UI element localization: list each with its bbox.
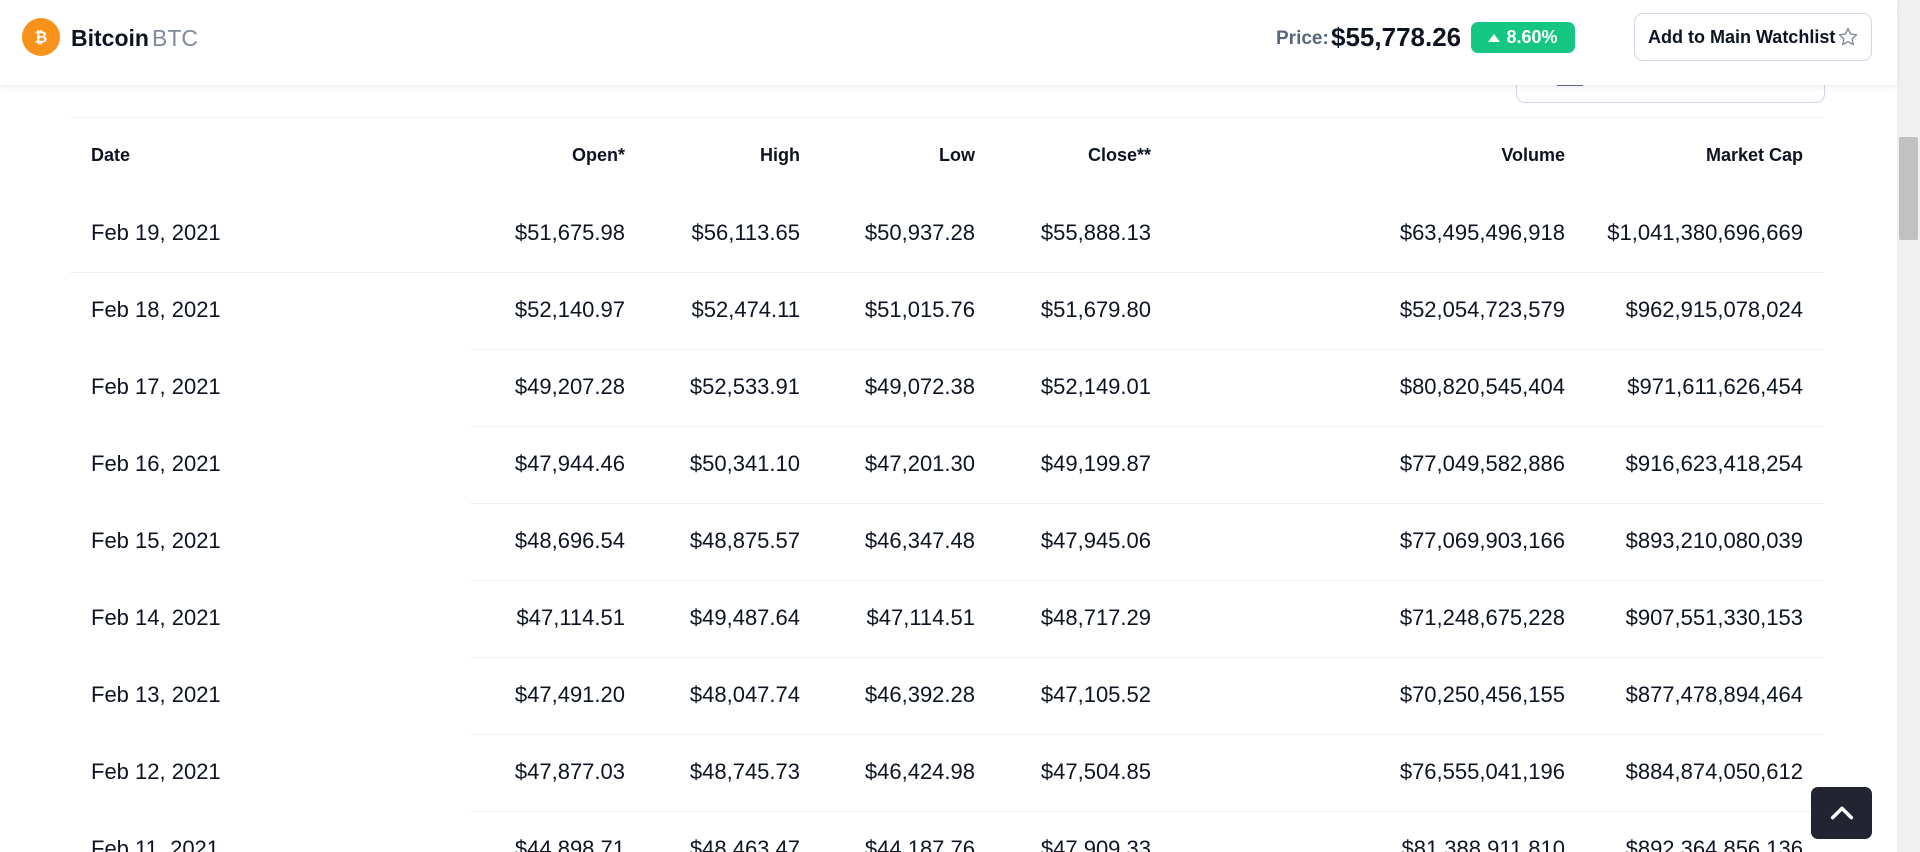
- column-header-open[interactable]: Open*: [571, 145, 625, 165]
- add-to-watchlist-button[interactable]: Add to Main Watchlist: [1634, 13, 1872, 61]
- coin-header: ₿ Bitcoin BTC Price: $55,778.26 8.60% Ad…: [0, 0, 1897, 85]
- row-divider: [470, 811, 1825, 812]
- cell-high: $48,745.73: [689, 759, 800, 784]
- cell-open: $48,696.54: [514, 528, 625, 553]
- coin-symbol: BTC: [152, 25, 198, 51]
- cell-high: $56,113.65: [691, 220, 800, 245]
- column-header-high[interactable]: High: [760, 145, 800, 165]
- cell-open: $51,675.98: [514, 220, 625, 245]
- cell-volume: $77,069,903,166: [1399, 528, 1565, 553]
- cell-close: $49,199.87: [1040, 451, 1151, 476]
- chevron-up-icon: [1830, 806, 1853, 820]
- cell-low: $50,937.28: [864, 220, 975, 245]
- price-value: $55,778.26: [1331, 22, 1462, 52]
- cell-volume: $80,820,545,404: [1399, 374, 1565, 399]
- caret-up-icon: [1488, 33, 1501, 42]
- cell-volume: $76,555,041,196: [1399, 759, 1565, 784]
- row-divider: [470, 349, 1825, 350]
- cell-open: $47,491.20: [514, 682, 625, 707]
- cell-date: Feb 12, 2021: [91, 759, 221, 784]
- back-to-top-button[interactable]: [1811, 787, 1872, 839]
- svg-text:₿: ₿: [35, 29, 48, 47]
- star-outline-icon: [1838, 27, 1858, 46]
- cell-open: $44,898.71: [514, 836, 625, 852]
- coin-name: Bitcoin: [71, 25, 149, 51]
- cell-market-cap: $971,611,626,454: [1627, 374, 1803, 399]
- cell-date: Feb 16, 2021: [91, 451, 221, 476]
- cell-date: Feb 17, 2021: [91, 374, 221, 399]
- watchlist-button-label: Add to Main Watchlist: [1648, 26, 1836, 47]
- cell-high: $52,533.91: [689, 374, 800, 399]
- cell-date: Feb 11, 2021: [91, 836, 220, 852]
- column-header-low[interactable]: Low: [939, 145, 975, 165]
- cell-high: $52,474.11: [691, 297, 800, 322]
- cell-open: $52,140.97: [514, 297, 625, 322]
- cell-volume: $77,049,582,886: [1399, 451, 1565, 476]
- cell-low: $47,114.51: [866, 605, 975, 630]
- cell-close: $47,504.85: [1040, 759, 1151, 784]
- cell-market-cap: $892,364,856,136: [1625, 836, 1803, 852]
- row-divider: [470, 734, 1825, 735]
- cell-market-cap: $907,551,330,153: [1625, 605, 1803, 630]
- row-divider: [470, 657, 1825, 658]
- column-header-date[interactable]: Date: [91, 145, 131, 165]
- cell-date: Feb 18, 2021: [91, 297, 221, 322]
- row-divider: [470, 503, 1825, 504]
- cell-market-cap: $916,623,418,254: [1625, 451, 1803, 476]
- column-header-volume[interactable]: Volume: [1501, 145, 1565, 165]
- cell-open: $47,944.46: [514, 451, 625, 476]
- cell-open: $49,207.28: [514, 374, 625, 399]
- cell-low: $46,424.98: [864, 759, 975, 784]
- cell-close: $48,717.29: [1040, 605, 1151, 630]
- price-change-badge: 8.60%: [1471, 22, 1575, 53]
- cell-open: $47,114.51: [516, 605, 625, 630]
- cell-market-cap: $884,874,050,612: [1625, 759, 1803, 784]
- scrollbar-track[interactable]: [1897, 0, 1920, 852]
- cell-close: $47,945.06: [1040, 528, 1151, 553]
- cell-close: $55,888.13: [1040, 220, 1151, 245]
- cell-volume: $71,248,675,228: [1399, 605, 1565, 630]
- cell-high: $50,341.10: [689, 451, 800, 476]
- cell-market-cap: $893,210,080,039: [1625, 528, 1803, 553]
- cell-market-cap: $962,915,078,024: [1625, 297, 1803, 322]
- cell-low: $46,347.48: [864, 528, 975, 553]
- row-divider: [470, 580, 1825, 581]
- cell-market-cap: $877,478,894,464: [1625, 682, 1803, 707]
- cell-volume: $63,495,496,918: [1399, 220, 1565, 245]
- cell-close: $52,149.01: [1040, 374, 1151, 399]
- cell-high: $48,875.57: [689, 528, 800, 553]
- row-divider: [70, 272, 1825, 273]
- cell-date: Feb 13, 2021: [91, 682, 221, 707]
- row-divider: [470, 426, 1825, 427]
- cell-low: $46,392.28: [864, 682, 975, 707]
- cell-date: Feb 14, 2021: [91, 605, 221, 630]
- price-label: Price:: [1276, 28, 1329, 49]
- price-change-value: 8.60%: [1506, 27, 1558, 47]
- cell-volume: $52,054,723,579: [1399, 297, 1565, 322]
- column-header-close[interactable]: Close**: [1087, 145, 1151, 165]
- cell-date: Feb 15, 2021: [91, 528, 221, 553]
- cell-high: $49,487.64: [689, 605, 800, 630]
- cell-close: $47,105.52: [1040, 682, 1151, 707]
- cell-volume: $70,250,456,155: [1399, 682, 1565, 707]
- cell-low: $49,072.38: [864, 374, 975, 399]
- bitcoin-logo-icon: ₿: [22, 18, 60, 56]
- table-divider: [70, 117, 1825, 118]
- cell-low: $44,187.76: [864, 836, 975, 852]
- cell-date: Feb 19, 2021: [91, 220, 221, 245]
- cell-low: $51,015.76: [864, 297, 975, 322]
- cell-market-cap: $1,041,380,696,669: [1607, 220, 1803, 245]
- cell-open: $47,877.03: [514, 759, 625, 784]
- column-header-market-cap[interactable]: Market Cap: [1705, 145, 1803, 165]
- scrollbar-thumb[interactable]: [1899, 137, 1918, 240]
- cell-volume: $81,388,911,810: [1401, 836, 1565, 852]
- cell-close: $47,909.33: [1040, 836, 1151, 852]
- cell-high: $48,047.74: [689, 682, 800, 707]
- cell-high: $48,463.47: [689, 836, 800, 852]
- cell-low: $47,201.30: [864, 451, 975, 476]
- cell-close: $51,679.80: [1040, 297, 1151, 322]
